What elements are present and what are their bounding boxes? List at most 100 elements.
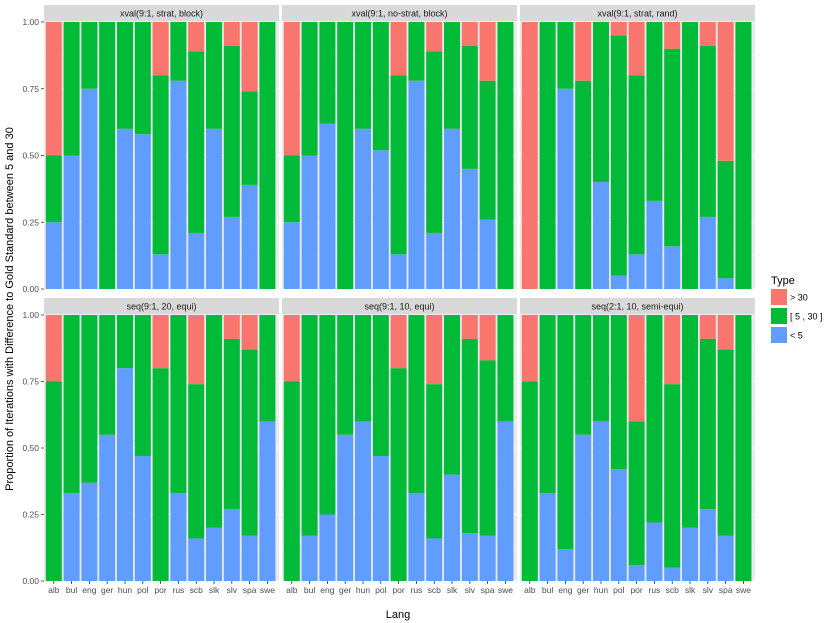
bar-rus-5 bbox=[408, 493, 425, 581]
bar-spa-5 bbox=[241, 184, 258, 289]
legend-key-30 bbox=[771, 289, 787, 305]
bar-scb-5-30 bbox=[188, 384, 205, 539]
bar-slk-5 bbox=[206, 527, 223, 581]
bar-por-30 bbox=[390, 315, 407, 369]
y-axis-title: Proportion of Iterations with Difference… bbox=[4, 127, 16, 491]
legend-label-30: > 30 bbox=[790, 293, 808, 303]
x-tick-label-slk: slk bbox=[685, 585, 696, 595]
x-tick-label-rus: rus bbox=[411, 585, 423, 595]
bar-ger-5 bbox=[337, 434, 354, 581]
x-tick-label-rus: rus bbox=[173, 585, 185, 595]
x-tick-label-eng: eng bbox=[320, 585, 334, 595]
bar-por-30 bbox=[390, 22, 407, 76]
y-tick-label: 0.75 bbox=[22, 377, 39, 387]
bar-hun-5-30 bbox=[116, 315, 134, 369]
bar-eng-5-30 bbox=[319, 315, 336, 515]
bar-hun-5 bbox=[592, 182, 610, 289]
bar-scb-5 bbox=[426, 232, 443, 289]
bar-slk-5-30 bbox=[444, 22, 461, 129]
facet-panel-1: xval(9:1, strat, block) bbox=[44, 5, 279, 290]
bar-pol-5 bbox=[134, 134, 151, 289]
bar-spa-5 bbox=[479, 535, 496, 581]
bar-scb-5 bbox=[426, 538, 443, 581]
bar-pol-5 bbox=[134, 455, 151, 581]
bar-spa-30 bbox=[241, 22, 258, 92]
bar-pol-5-30 bbox=[610, 35, 627, 276]
bar-ger-30 bbox=[575, 22, 592, 81]
panels-layer: xval(9:1, strat, block) xval(9:1, no-stra… bbox=[44, 5, 755, 582]
bar-alb-30 bbox=[283, 315, 300, 382]
bar-bul-5-30 bbox=[63, 315, 80, 494]
x-tick-label-hun: hun bbox=[356, 585, 370, 595]
facet-strip-label: seq(2:1, 10, semi-equi) bbox=[591, 302, 683, 312]
bar-hun-5-30 bbox=[354, 315, 372, 422]
bar-pol-5 bbox=[372, 455, 389, 581]
bar-slk-5-30 bbox=[682, 315, 699, 528]
facet-strip bbox=[282, 5, 517, 22]
legend-label-5: < 5 bbox=[790, 331, 803, 341]
bar-spa-5-30 bbox=[479, 80, 496, 220]
bar-slv-5-30 bbox=[461, 46, 478, 169]
bar-por-5 bbox=[628, 254, 645, 289]
bar-spa-30 bbox=[479, 22, 496, 81]
bar-alb-30 bbox=[521, 315, 538, 382]
bar-hun-5 bbox=[354, 421, 372, 581]
y-tick-label: 0.00 bbox=[22, 284, 39, 294]
bar-slv-30 bbox=[699, 22, 716, 47]
facet-panel-4: seq(9:1, 20, equi) bbox=[44, 298, 279, 582]
bar-slv-30 bbox=[223, 315, 240, 339]
bar-slv-5-30 bbox=[699, 338, 716, 510]
bar-hun-5 bbox=[592, 421, 610, 581]
bar-pol-5 bbox=[372, 150, 389, 289]
bar-scb-5 bbox=[664, 567, 681, 581]
bar-alb-5 bbox=[283, 222, 300, 289]
bar-bul-5-30 bbox=[539, 315, 556, 494]
bar-hun-5 bbox=[116, 128, 134, 289]
legend-key-5-30 bbox=[771, 308, 787, 324]
bar-ger-5-30 bbox=[337, 315, 354, 435]
bar-rus-5-30 bbox=[646, 22, 663, 201]
x-tick-label-pol: pol bbox=[137, 585, 148, 595]
x-tick-label-alb: alb bbox=[286, 585, 298, 595]
bar-slv-5 bbox=[223, 509, 240, 581]
bar-slv-30 bbox=[461, 22, 478, 47]
bar-eng-5-30 bbox=[557, 315, 574, 550]
bar-bul-5-30 bbox=[539, 22, 556, 289]
facet-strip-label: seq(9:1, 20, equi) bbox=[126, 302, 196, 312]
bar-alb-30 bbox=[521, 22, 538, 289]
bar-scb-30 bbox=[664, 315, 681, 385]
bar-alb-5-30 bbox=[283, 155, 300, 223]
bar-slv-5 bbox=[699, 216, 716, 289]
x-tick-label-alb: alb bbox=[48, 585, 60, 595]
bar-spa-5-30 bbox=[479, 360, 496, 536]
bar-scb-5 bbox=[664, 246, 681, 289]
x-axis-title: Lang bbox=[386, 609, 410, 621]
bar-ger-5-30 bbox=[99, 315, 116, 435]
legend-entries: > 30 [ 5 , 30 ] < 5 bbox=[771, 289, 823, 343]
bar-rus-5 bbox=[170, 493, 187, 581]
bar-pol-5-30 bbox=[134, 22, 151, 135]
bar-swe-5-30 bbox=[259, 315, 276, 422]
y-tick-label: 0.00 bbox=[22, 576, 39, 586]
x-tick-label-slk: slk bbox=[447, 585, 458, 595]
bar-rus-5 bbox=[646, 522, 663, 581]
bar-por-5 bbox=[628, 565, 645, 581]
bar-slv-30 bbox=[699, 315, 716, 339]
bar-rus-5-30 bbox=[170, 22, 187, 81]
x-tick-label-pol: pol bbox=[375, 585, 386, 595]
x-tick-label-eng: eng bbox=[82, 585, 96, 595]
bar-eng-5 bbox=[319, 123, 336, 290]
bar-spa-5-30 bbox=[241, 349, 258, 536]
bar-ger-5-30 bbox=[337, 22, 354, 289]
bar-por-30 bbox=[628, 22, 645, 76]
bar-swe-5-30 bbox=[497, 22, 514, 289]
bar-swe-5 bbox=[259, 421, 276, 581]
bar-slv-30 bbox=[223, 22, 240, 47]
bar-hun-5 bbox=[116, 368, 134, 581]
bar-slk-5 bbox=[682, 527, 699, 581]
bar-eng-5 bbox=[81, 88, 98, 289]
bar-slk-5-30 bbox=[444, 315, 461, 475]
bar-spa-30 bbox=[479, 315, 496, 361]
bar-scb-30 bbox=[188, 315, 205, 385]
bar-spa-5-30 bbox=[241, 91, 258, 185]
